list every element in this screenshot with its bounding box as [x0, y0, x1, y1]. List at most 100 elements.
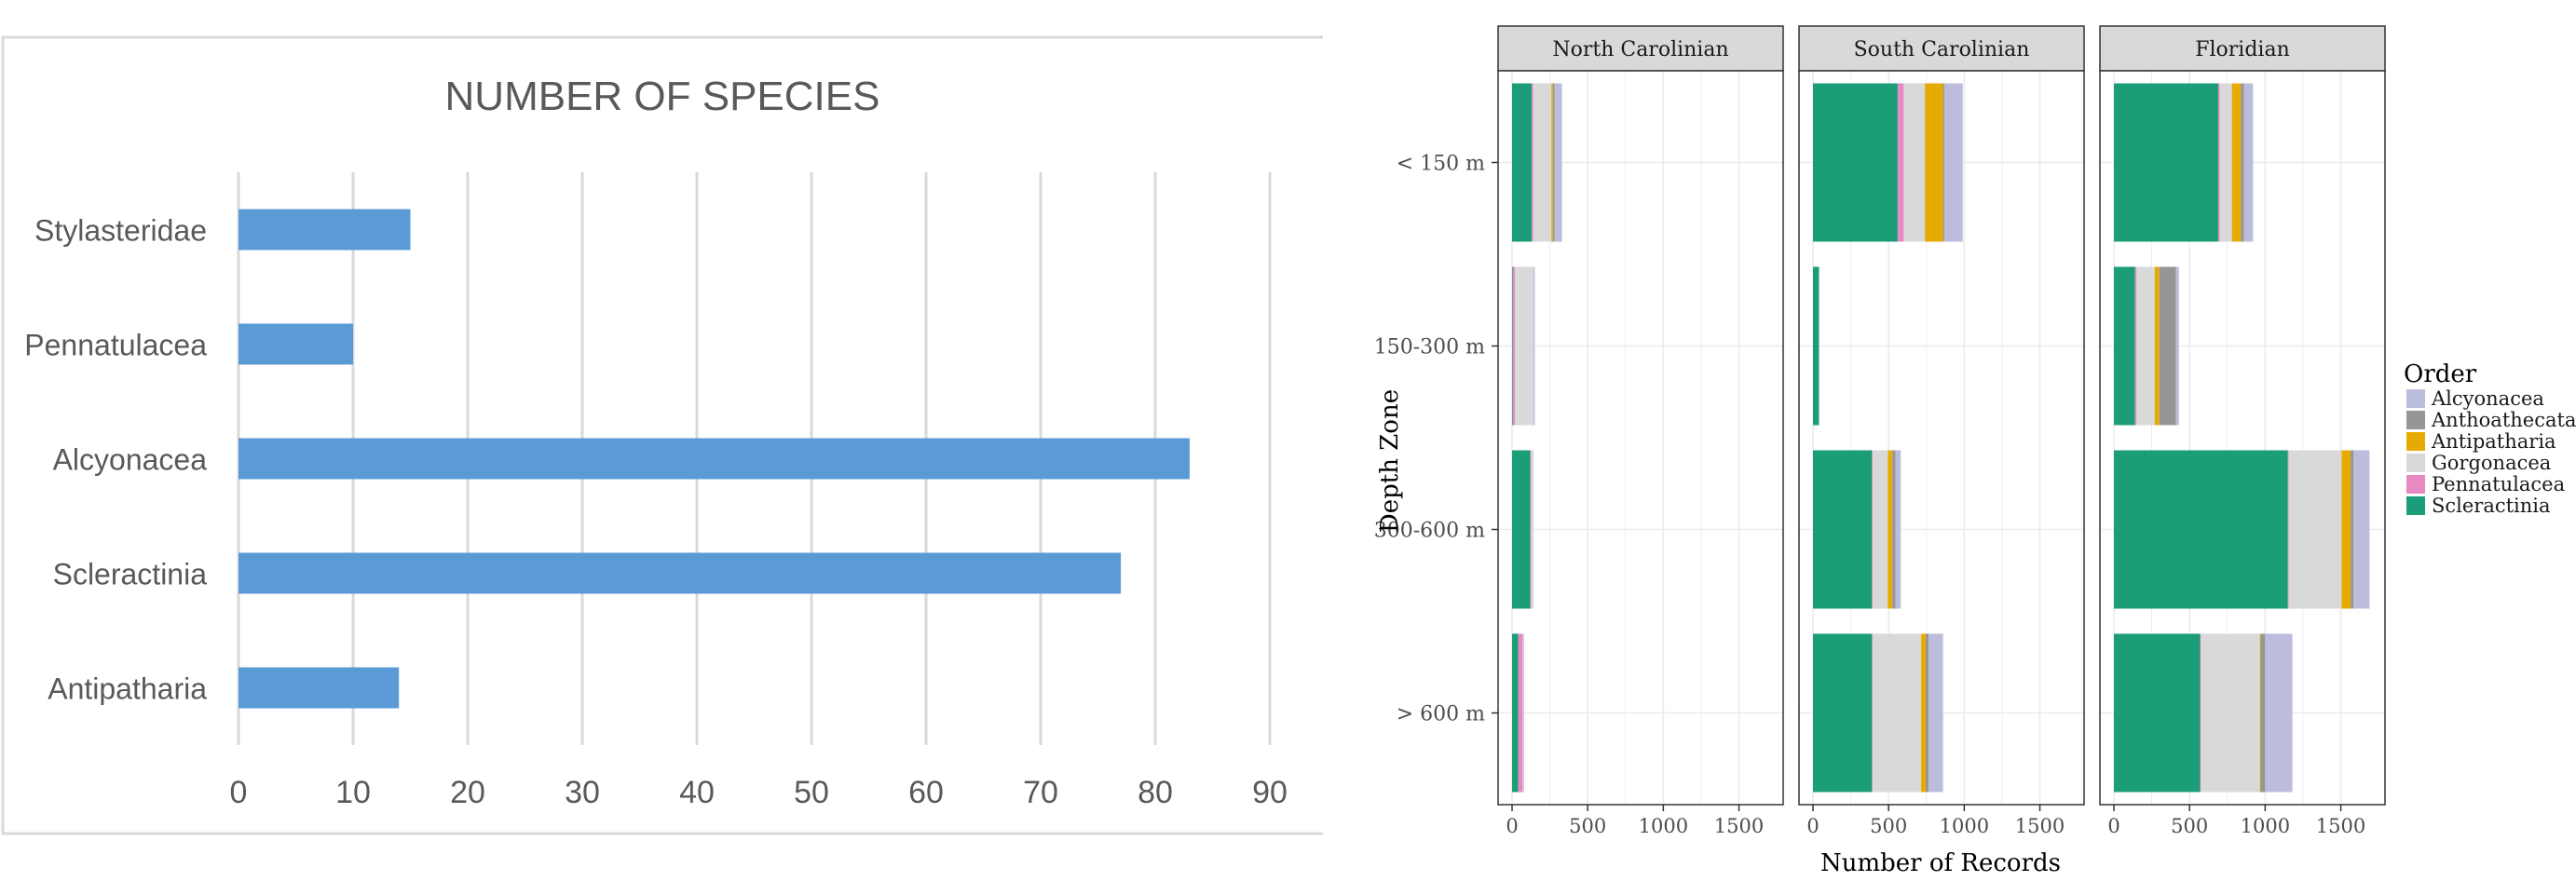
bar-segment-antipatharia [1925, 83, 1943, 242]
bar-segment-pennatulacea [2287, 450, 2289, 609]
bar-segment-scleractinia [1512, 450, 1531, 609]
bar-segment-antipatharia [1921, 633, 1926, 793]
bar-segment-scleractinia [2114, 83, 2219, 242]
y-tick-label: 150-300 m [1374, 336, 1485, 359]
facet-floridian: Floridian 0 500 1000 1500 [2099, 25, 2386, 837]
bar-stylasteridae [239, 209, 411, 251]
legend-swatch-anthoathecata [2406, 411, 2425, 429]
bar-segment-pennatulacea [2134, 266, 2137, 426]
bar-segment-gorgonacea [1522, 633, 1524, 793]
x-tick-label: 30 [565, 775, 600, 810]
x-tick-label: 50 [794, 775, 829, 810]
y-tick-label: 300-600 m [1374, 520, 1485, 543]
bar-segment-gorgonacea [1515, 266, 1533, 426]
bar-segment-scleractinia [1512, 83, 1533, 242]
y-axis-title: Depth Zone [1376, 389, 1404, 533]
x-tick-label: 80 [1138, 775, 1173, 810]
x-tick-label: 500 [2171, 815, 2208, 837]
x-tick-label: 1000 [2241, 815, 2290, 837]
x-axis-title: Number of Records [1820, 849, 2061, 877]
legend-label: Pennatulacea [2432, 473, 2565, 495]
chart-title: NUMBER OF SPECIES [445, 74, 880, 119]
bar-segment-gorgonacea [1903, 83, 1926, 242]
bar-segment-gorgonacea [1873, 450, 1888, 609]
bar-segment-anthoathecata [1925, 633, 1929, 793]
legend-swatch-scleractinia [2406, 496, 2425, 515]
x-tick-label: 0 [1506, 815, 1518, 837]
bar-segment-anthoathecata [2241, 83, 2244, 242]
x-tick-label: 40 [679, 775, 715, 810]
x-tick-label: 1000 [1639, 815, 1688, 837]
x-tick-label: 20 [450, 775, 485, 810]
bar-segment-scleractinia [1813, 633, 1873, 793]
bar-segment-alcyonacea [1554, 83, 1562, 242]
x-tick-label: 10 [335, 775, 371, 810]
bar-segment-pennatulacea [1512, 266, 1516, 426]
facet-label: North Carolinian [1552, 38, 1728, 61]
bar-alcyonacea [239, 438, 1190, 480]
bar-segment-pennatulacea [1872, 450, 1874, 609]
bar-segment-alcyonacea [2265, 633, 2293, 793]
bar-segment-scleractinia [1813, 83, 1898, 242]
legend-label: Anthoathecata [2431, 409, 2576, 431]
bar-segment-alcyonacea [1533, 266, 1535, 426]
bar-segment-alcyonacea [1895, 450, 1901, 609]
bar-segment-scleractinia [1512, 633, 1519, 793]
chart-border [1, 35, 1323, 835]
x-tick-label: 500 [1870, 815, 1907, 837]
x-tick-label: 60 [908, 775, 944, 810]
bar-segment-scleractinia [1813, 266, 1820, 426]
legend: Order AlcyonaceaAnthoathecataAntipathari… [2404, 360, 2576, 517]
facet-north-carolinian: North Carolinian 0 500 1000 1500 [1497, 25, 1784, 837]
bar-segment-pennatulacea [1532, 83, 1533, 242]
x-tick-label: 1500 [2316, 815, 2365, 837]
legend-label: Antipatharia [2431, 430, 2556, 453]
panel-border [2099, 70, 2386, 806]
bar-segment-pennatulacea [1518, 633, 1523, 793]
legend-label: Scleractinia [2432, 495, 2551, 517]
bar-segment-pennatulacea [1872, 633, 1874, 793]
x-tick-label: 70 [1023, 775, 1058, 810]
bar-segment-pennatulacea [2218, 83, 2220, 242]
bar-segment-alcyonacea [1944, 83, 1963, 242]
bar-segment-gorgonacea [2288, 450, 2342, 609]
bar-segment-anthoathecata [1892, 450, 1896, 609]
bar-segment-pennatulacea [1530, 450, 1532, 609]
category-label: Pennatulacea [24, 329, 207, 362]
bar-segment-gorgonacea [2219, 83, 2232, 242]
category-label: Antipatharia [48, 672, 207, 706]
category-label: Stylasteridae [34, 214, 207, 248]
x-tick-label: 1000 [1940, 815, 1989, 837]
bar-segment-antipatharia [2341, 450, 2351, 609]
legend-swatch-antipatharia [2406, 432, 2425, 451]
category-label: Scleractinia [53, 558, 208, 591]
bar-segment-anthoathecata [2260, 633, 2266, 793]
x-tick-label: 0 [1806, 815, 1819, 837]
x-tick-label: 0 [230, 775, 248, 810]
bar-segment-alcyonacea [2353, 450, 2370, 609]
legend-title: Order [2404, 360, 2477, 388]
bar-pennatulacea [239, 323, 353, 365]
facet-label: Floridian [2195, 38, 2290, 61]
bar-antipatharia [239, 667, 400, 709]
facet-south-carolinian: South Carolinian 0 500 1000 1500 [1798, 25, 2085, 837]
bar-segment-scleractinia [2114, 266, 2135, 426]
bar-segment-gorgonacea [1873, 633, 1922, 793]
x-tick-label: 90 [1252, 775, 1288, 810]
facet-strip [2099, 25, 2386, 72]
legend-swatch-gorgonacea [2406, 454, 2425, 472]
facet-strip [1497, 25, 1784, 72]
bar-segment-anthoathecata [1552, 83, 1555, 242]
x-tick-label: 1500 [1714, 815, 1764, 837]
bar-segment-anthoathecata [1942, 83, 1945, 242]
panel-border [1497, 70, 1784, 806]
bar-scleractinia [239, 552, 1122, 594]
bar-segment-anthoathecata [2351, 450, 2354, 609]
x-tick-label: 1500 [2015, 815, 2065, 837]
bar-segment-antipatharia [2259, 633, 2261, 793]
bar-segment-antipatharia [1551, 83, 1553, 242]
bar-segment-antipatharia [1888, 450, 1893, 609]
x-tick-label: 500 [1569, 815, 1606, 837]
legend-label: Gorgonacea [2432, 452, 2551, 474]
bar-segment-anthoathecata [2159, 266, 2176, 426]
